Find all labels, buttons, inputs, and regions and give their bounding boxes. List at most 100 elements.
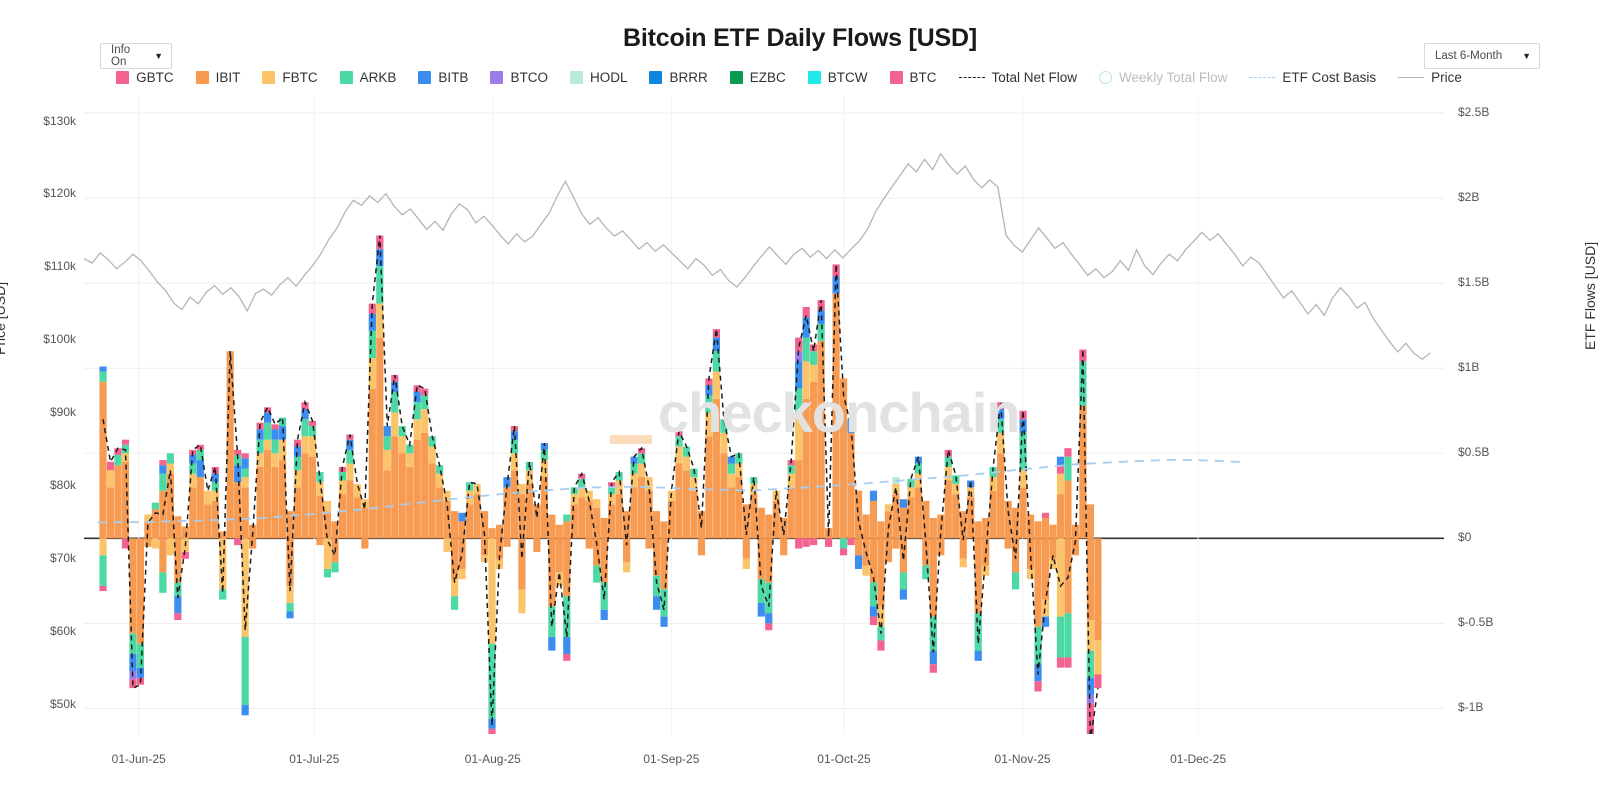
bar-group <box>974 521 982 661</box>
bar-segment-arkb <box>1019 432 1027 471</box>
bar-segment-ibit <box>735 477 743 539</box>
bar-segment-bitb <box>383 426 391 437</box>
bar-segment-ibit <box>503 487 511 539</box>
bar-segment-arkb <box>869 582 878 607</box>
bar-segment-ibit <box>929 517 937 539</box>
bar-segment-gbtc <box>301 402 309 410</box>
bar-group <box>226 351 234 539</box>
bar-segment-fbtc <box>555 572 563 586</box>
bar-segment-ibit <box>742 538 750 559</box>
legend-item-bitb[interactable]: BITB <box>418 70 468 85</box>
bar-segment-ibit <box>615 494 623 539</box>
bar-segment-fbtc <box>338 480 346 495</box>
time-range-select[interactable]: Last 6-Month ▼ <box>1424 43 1540 69</box>
bar-segment-gbtc <box>802 538 810 547</box>
bar-segment-fbtc <box>428 446 436 464</box>
bar-segment-arkb <box>338 471 346 481</box>
bar-segment-arkb <box>787 465 795 474</box>
bar-group <box>929 517 937 673</box>
legend-item-ezbc[interactable]: EZBC <box>729 70 786 85</box>
bar-segment-gbtc <box>578 473 586 479</box>
bar-segment-ibit <box>877 521 885 539</box>
bar-segment-gbtc <box>765 623 773 631</box>
bar-segment-ibit <box>436 487 444 539</box>
bar-group <box>585 490 593 549</box>
etf-cost-basis-line <box>97 458 1241 524</box>
y-axis-left-tick: $60k <box>49 623 76 638</box>
legend-item-arkb[interactable]: ARKB <box>339 70 396 85</box>
bar-group <box>869 490 878 626</box>
bar-segment-arkb <box>712 351 720 372</box>
bar-segment-arkb <box>997 419 1005 433</box>
legend-item-hodl[interactable]: HODL <box>569 70 627 85</box>
legend-item-etf-cost-basis[interactable]: ETF Cost Basis <box>1249 70 1376 85</box>
bar-segment-ibit <box>862 514 870 539</box>
bar-segment-bitb <box>712 337 720 352</box>
bar-segment-ibit <box>967 497 975 539</box>
bar-segment-ibit <box>1086 504 1094 539</box>
bar-segment-arkb <box>99 555 107 586</box>
legend-item-total-net-flow[interactable]: Total Net Flow <box>958 70 1078 85</box>
bar-segment-arkb <box>159 473 167 491</box>
bar-segment-bitb <box>854 555 863 569</box>
legend-item-label: Total Net Flow <box>991 70 1078 85</box>
bar-segment-arkb <box>316 471 324 483</box>
bar-segment-ibit <box>189 487 197 539</box>
bar-group <box>144 514 152 547</box>
bar-segment-ibit <box>765 514 773 539</box>
bar-segment-fbtc <box>368 358 376 389</box>
bar-segment-ibit <box>682 470 691 539</box>
bar-segment-ibit <box>533 504 541 539</box>
bar-segment-ibit <box>638 477 646 539</box>
legend-item-weekly-total-flow[interactable]: Weekly Total Flow <box>1099 70 1227 85</box>
legend-item-gbtc[interactable]: GBTC <box>116 70 174 85</box>
bar-segment-arkb <box>1056 616 1065 658</box>
bar-segment-fbtc <box>1049 558 1057 569</box>
y-axis-left-tick: $120k <box>43 186 76 201</box>
bar-group <box>421 388 429 539</box>
bar-segment-ibit <box>922 500 930 539</box>
bar-segment-ibit <box>346 480 354 539</box>
bar-segment-fbtc <box>308 436 317 457</box>
bar-segment-fbtc <box>458 568 466 580</box>
legend-item-btcw[interactable]: BTCW <box>807 70 868 85</box>
bar-segment-fbtc <box>997 432 1005 454</box>
legend-item-ibit[interactable]: IBIT <box>195 70 240 85</box>
bar-segment-fbtc <box>219 538 227 590</box>
bar-segment-gbtc <box>99 585 107 592</box>
bar-segment-ibit <box>234 482 242 539</box>
bar-segment-arkb <box>652 575 661 597</box>
bar-group <box>301 402 309 539</box>
y-axis-left-tick: $100k <box>43 332 76 347</box>
bar-segment-ibit <box>982 517 990 539</box>
bar-segment-bitb <box>652 596 661 610</box>
bar-segment-ibit <box>608 504 616 539</box>
bar-segment-ibit <box>391 436 399 539</box>
bar-segment-bitb <box>241 458 249 469</box>
bar-segment-ibit <box>518 538 526 590</box>
bar-segment-ibit <box>136 538 145 644</box>
bar-segment-ibit <box>795 460 803 539</box>
bar-segment-ibit <box>99 381 107 539</box>
legend-item-label: EZBC <box>749 70 786 85</box>
legend-item-btco[interactable]: BTCO <box>490 70 548 85</box>
bar-segment-bitb <box>271 429 279 440</box>
chevron-down-icon: ▼ <box>1522 51 1531 61</box>
bar-segment-fbtc <box>480 555 489 563</box>
bar-segment-gbtc <box>877 640 885 651</box>
legend-item-brrr[interactable]: BRRR <box>649 70 708 85</box>
bar-segment-ibit <box>705 436 713 539</box>
legend-item-fbtc[interactable]: FBTC <box>262 70 318 85</box>
bar-segment-ibit <box>869 500 878 539</box>
legend-item-btc[interactable]: BTC <box>889 70 937 85</box>
bar-segment-fbtc <box>630 473 638 488</box>
bar-segment-fbtc <box>166 463 174 474</box>
bar-segment-fbtc <box>323 500 332 512</box>
legend-item-price[interactable]: Price <box>1398 70 1462 85</box>
bar-group <box>757 507 765 617</box>
bar-segment-ibit <box>286 538 294 586</box>
bar-segment-bitb <box>997 409 1005 420</box>
bar-group <box>219 531 227 600</box>
info-on-select[interactable]: Info On ▼ <box>100 43 172 69</box>
bar-segment-arkb <box>376 266 384 304</box>
